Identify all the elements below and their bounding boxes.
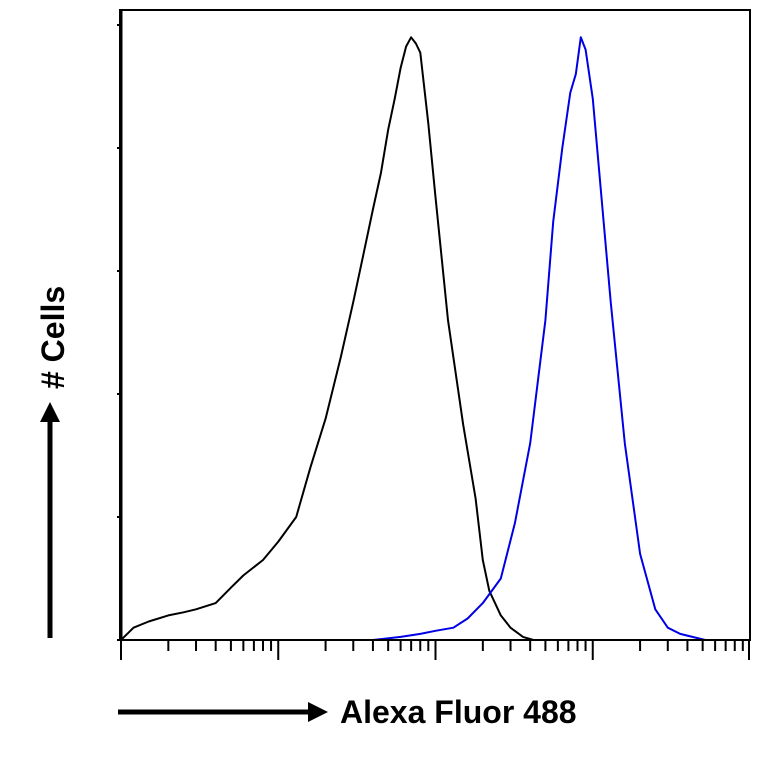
stained-histogram-line — [325, 36, 706, 641]
x-axis-arrowhead — [308, 702, 328, 722]
x-axis-label: Alexa Fluor 488 — [340, 694, 577, 730]
plot-frame — [119, 9, 751, 641]
x-axis-ticks — [120, 640, 750, 660]
control-histogram-line — [120, 36, 534, 641]
y-axis-arrowhead — [40, 402, 60, 422]
y-axis-label: # Cells — [35, 286, 71, 389]
histogram-series — [120, 36, 706, 641]
